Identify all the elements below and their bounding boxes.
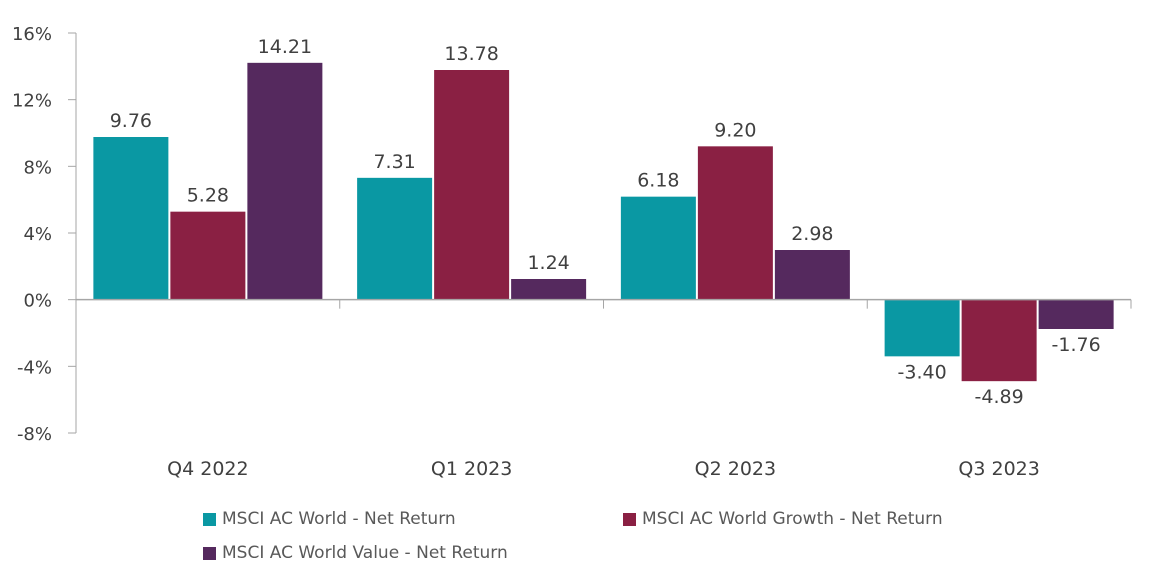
data-label: 13.78 xyxy=(444,43,498,65)
data-label: 9.76 xyxy=(110,110,152,132)
bar xyxy=(697,146,773,300)
x-tick-label: Q4 2022 xyxy=(167,458,248,480)
bar xyxy=(357,177,433,300)
bar xyxy=(170,211,246,300)
y-tick-label: -8% xyxy=(17,424,52,445)
y-tick-label: -4% xyxy=(17,357,52,378)
data-label: 6.18 xyxy=(637,170,679,192)
bar xyxy=(511,279,587,300)
y-tick-label: 4% xyxy=(23,224,52,245)
x-tick-label: Q3 2023 xyxy=(958,458,1039,480)
y-tick-label: 0% xyxy=(23,291,52,312)
y-tick-label: 8% xyxy=(23,157,52,178)
data-label: -1.76 xyxy=(1052,334,1101,356)
bar xyxy=(884,299,960,357)
bar xyxy=(247,62,323,300)
bar xyxy=(961,299,1037,382)
data-label: 5.28 xyxy=(187,185,229,207)
data-label: 9.20 xyxy=(714,119,756,141)
data-label: -3.40 xyxy=(898,361,947,383)
data-label: 2.98 xyxy=(791,223,833,245)
x-tick-label: Q1 2023 xyxy=(431,458,512,480)
data-label: 14.21 xyxy=(258,36,312,58)
bar xyxy=(1038,299,1114,329)
data-label: -4.89 xyxy=(975,386,1024,408)
data-label: 7.31 xyxy=(373,151,415,173)
bar xyxy=(774,250,850,300)
y-tick-label: 12% xyxy=(12,91,52,112)
bar xyxy=(434,70,510,300)
data-label: 1.24 xyxy=(527,252,569,274)
y-tick-label: 16% xyxy=(12,24,52,45)
bar xyxy=(93,137,169,300)
x-tick-label: Q2 2023 xyxy=(695,458,776,480)
bar xyxy=(620,196,696,300)
